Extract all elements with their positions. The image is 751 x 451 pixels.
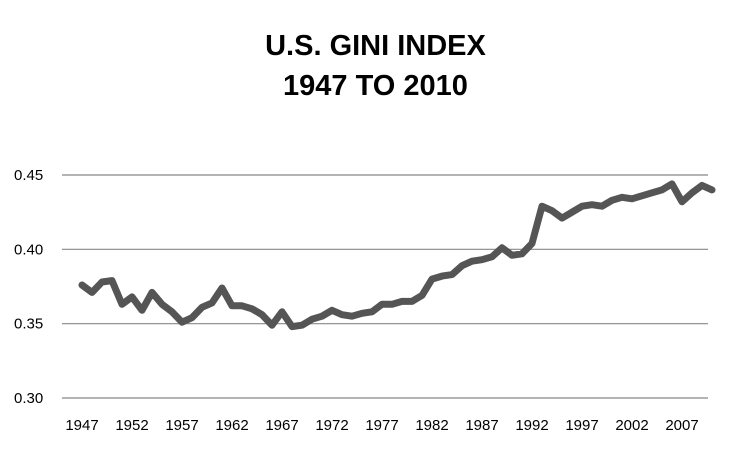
x-tick-label: 1972 (315, 417, 348, 434)
x-tick-label: 2002 (615, 417, 648, 434)
series-line (78, 180, 716, 331)
x-tick-label: 1992 (515, 417, 548, 434)
x-tick-label: 1997 (565, 417, 598, 434)
x-tick-label: 1987 (465, 417, 498, 434)
x-tick-label: 1982 (415, 417, 448, 434)
y-tick-label: 0.30 (14, 390, 43, 407)
y-tick-label: 0.35 (14, 316, 43, 333)
x-axis-ticks: 1947 1952 1957 1962 1967 1972 1977 1982 1987 1992… (65, 417, 698, 434)
x-tick-label: 1957 (165, 417, 198, 434)
y-tick-label: 0.45 (14, 167, 43, 184)
x-tick-label: 1962 (215, 417, 248, 434)
x-tick-label: 2007 (665, 417, 698, 434)
chart-subtitle: 1947 TO 2010 (283, 70, 468, 102)
gridlines (62, 174, 708, 399)
x-tick-label: 1952 (115, 417, 148, 434)
chart-title: U.S. GINI INDEX (265, 30, 486, 62)
x-tick-label: 1977 (365, 417, 398, 434)
y-tick-label: 0.40 (14, 241, 43, 258)
x-tick-label: 1947 (65, 417, 98, 434)
series-layer (78, 180, 716, 331)
y-axis-ticks: 0.30 0.35 0.40 0.45 (14, 167, 43, 407)
x-tick-label: 1967 (265, 417, 298, 434)
